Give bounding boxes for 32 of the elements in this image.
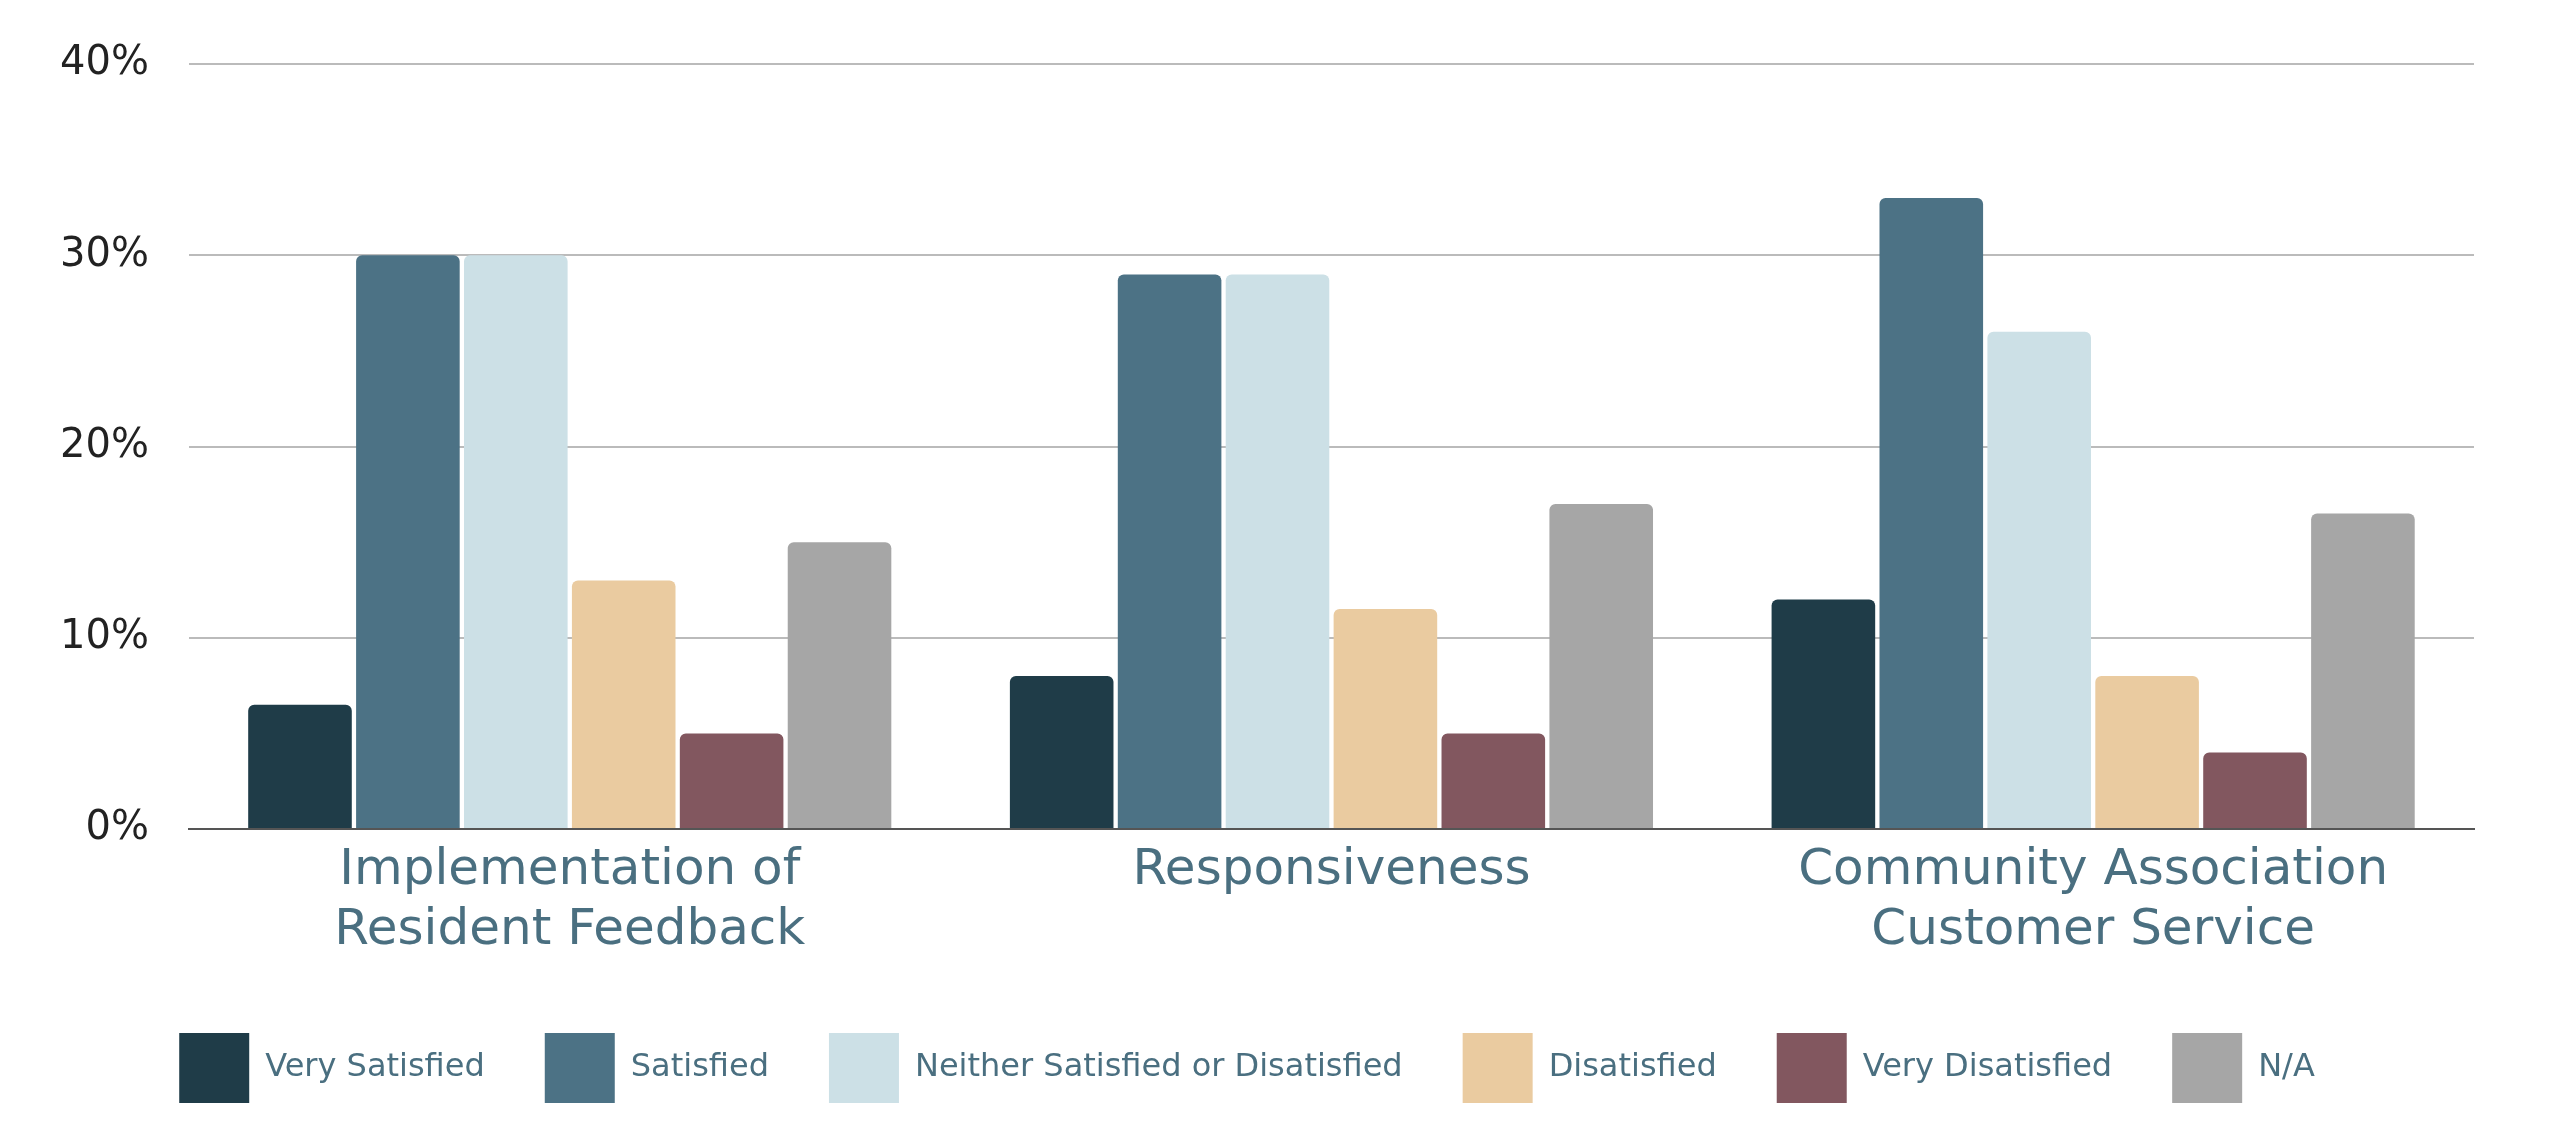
bar — [1225, 274, 1330, 828]
bar — [1771, 599, 1876, 828]
bar — [1009, 676, 1114, 828]
bar — [464, 255, 568, 828]
bar — [1333, 609, 1438, 828]
bar — [1879, 197, 1984, 828]
y-tick-label: 40% — [60, 37, 149, 84]
legend-label: Very Satisfied — [265, 1046, 485, 1085]
bar — [1549, 503, 1654, 828]
legend-label: Satisfied — [630, 1046, 769, 1085]
bar — [2311, 513, 2415, 828]
bar — [1441, 733, 1546, 828]
y-tick-label: 10% — [60, 611, 149, 658]
bar — [1987, 331, 2091, 828]
legend-label: N/A — [2258, 1046, 2315, 1085]
y-tick-label: 20% — [60, 419, 149, 466]
bar — [2095, 676, 2199, 828]
bar — [2203, 752, 2307, 828]
bar — [679, 733, 784, 828]
legend-label: Neither Satisfied or Disatisfied — [914, 1046, 1403, 1085]
y-tick-label: 0% — [85, 802, 149, 849]
y-tick-label: 30% — [60, 228, 149, 275]
bar — [1117, 274, 1222, 828]
x-tick-label: Implementation of Resident Feedback — [334, 837, 806, 956]
bar — [787, 542, 892, 828]
x-tick-label: Responsiveness — [1132, 837, 1531, 896]
legend-label: Disatisfied — [1548, 1046, 1717, 1085]
x-tick-label: Community Association Customer Service — [1798, 837, 2389, 956]
legend-label: Very Disatisfied — [1862, 1046, 2113, 1085]
bar — [248, 704, 352, 828]
bar — [571, 580, 676, 828]
bar — [356, 255, 460, 828]
